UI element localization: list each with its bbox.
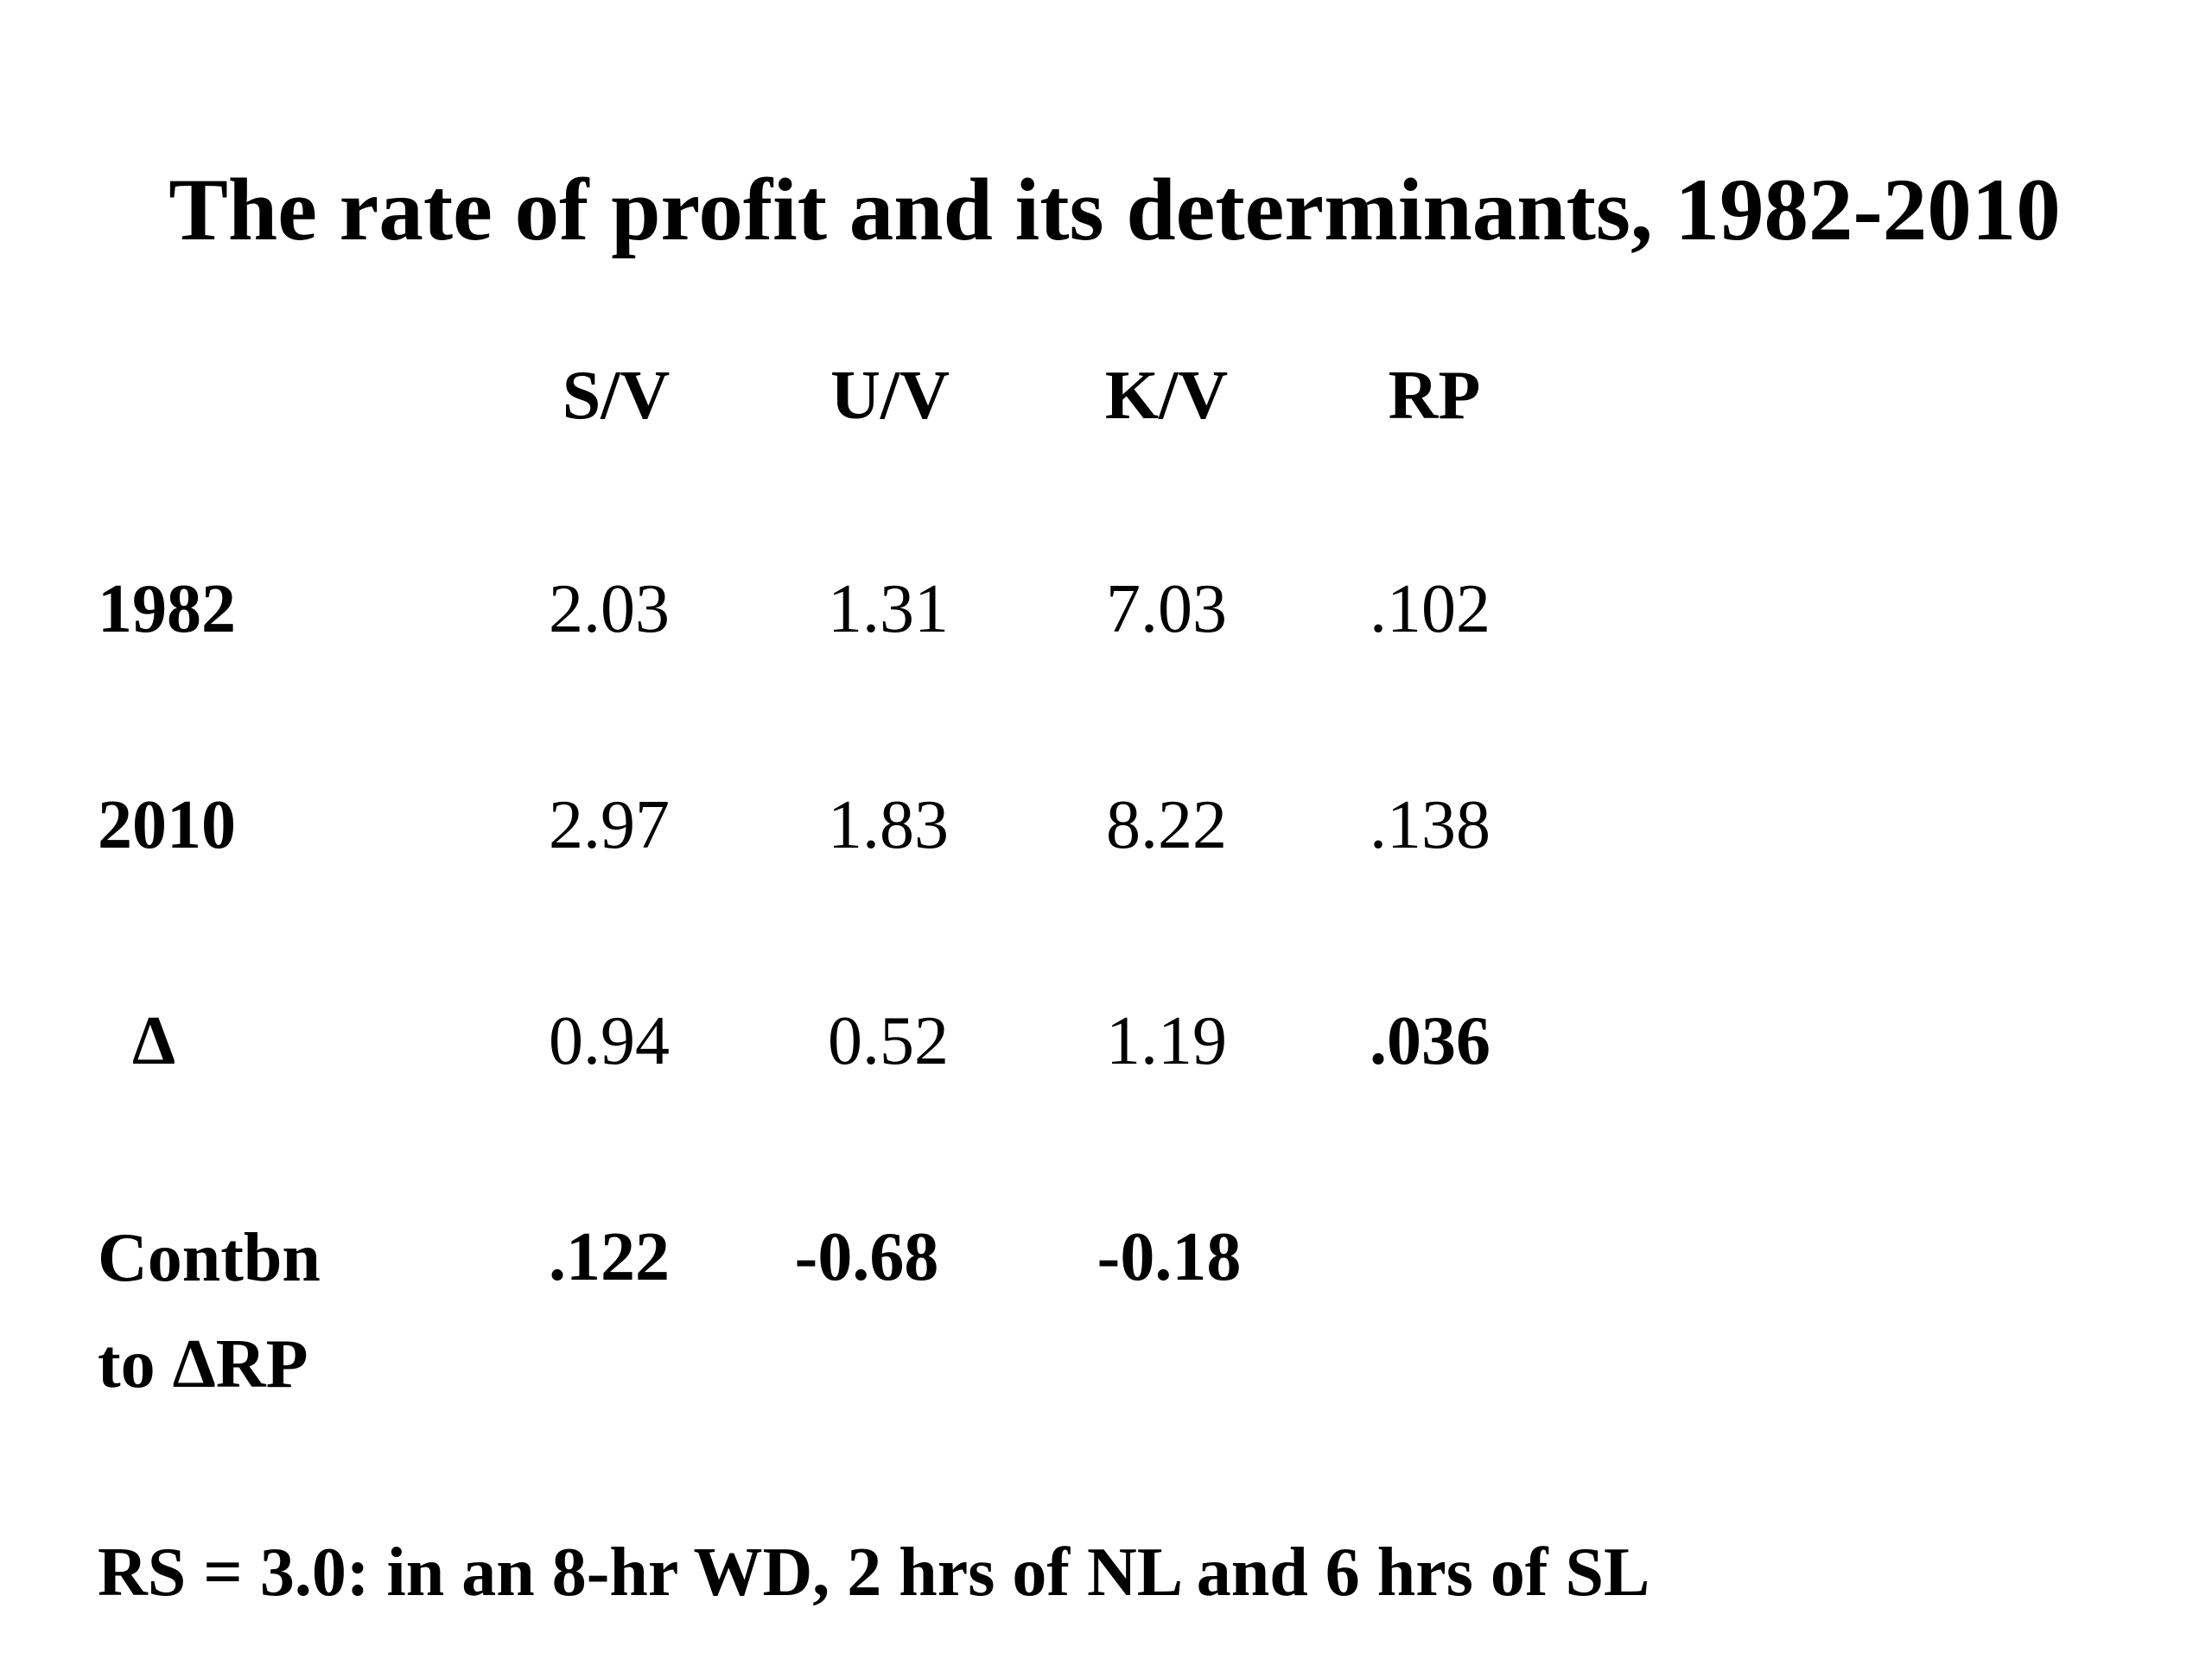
contribution-label-line1: Contbn bbox=[98, 1220, 321, 1296]
cell-delta-uv: 0.52 bbox=[828, 1003, 949, 1079]
header-sv: S/V bbox=[562, 358, 671, 434]
cell-2010-kv: 8.22 bbox=[1106, 787, 1227, 863]
cell-1982-uv: 1.31 bbox=[828, 571, 949, 647]
cell-2010-uv: 1.83 bbox=[828, 787, 949, 863]
row-label-2010: 2010 bbox=[98, 787, 236, 863]
slide-title: The rate of profit and its determinants,… bbox=[168, 161, 2061, 259]
cell-2010-sv: 2.97 bbox=[549, 787, 670, 863]
header-uv: U/V bbox=[830, 358, 950, 434]
header-kv: K/V bbox=[1104, 358, 1229, 434]
header-rp: RP bbox=[1388, 358, 1481, 434]
footnote: RS = 3.0: in an 8-hr WD, 2 hrs of NL and… bbox=[98, 1535, 1650, 1611]
contribution-label-line2: to ΔRP bbox=[98, 1326, 308, 1402]
cell-contbn-kv: -0.18 bbox=[1096, 1219, 1242, 1295]
cell-delta-sv: 0.94 bbox=[549, 1003, 670, 1079]
cell-delta-rp: .036 bbox=[1370, 1003, 1491, 1079]
cell-1982-kv: 7.03 bbox=[1106, 571, 1227, 647]
cell-contbn-sv: .122 bbox=[549, 1219, 670, 1295]
cell-contbn-uv: -0.68 bbox=[794, 1219, 939, 1295]
cell-1982-sv: 2.03 bbox=[549, 571, 670, 647]
row-label-contribution: Contbn to ΔRP bbox=[98, 1205, 321, 1418]
cell-2010-rp: .138 bbox=[1370, 787, 1491, 863]
row-label-1982: 1982 bbox=[98, 571, 236, 647]
cell-1982-rp: .102 bbox=[1370, 571, 1491, 647]
cell-delta-kv: 1.19 bbox=[1106, 1003, 1227, 1079]
row-label-delta: Δ bbox=[132, 1003, 176, 1079]
